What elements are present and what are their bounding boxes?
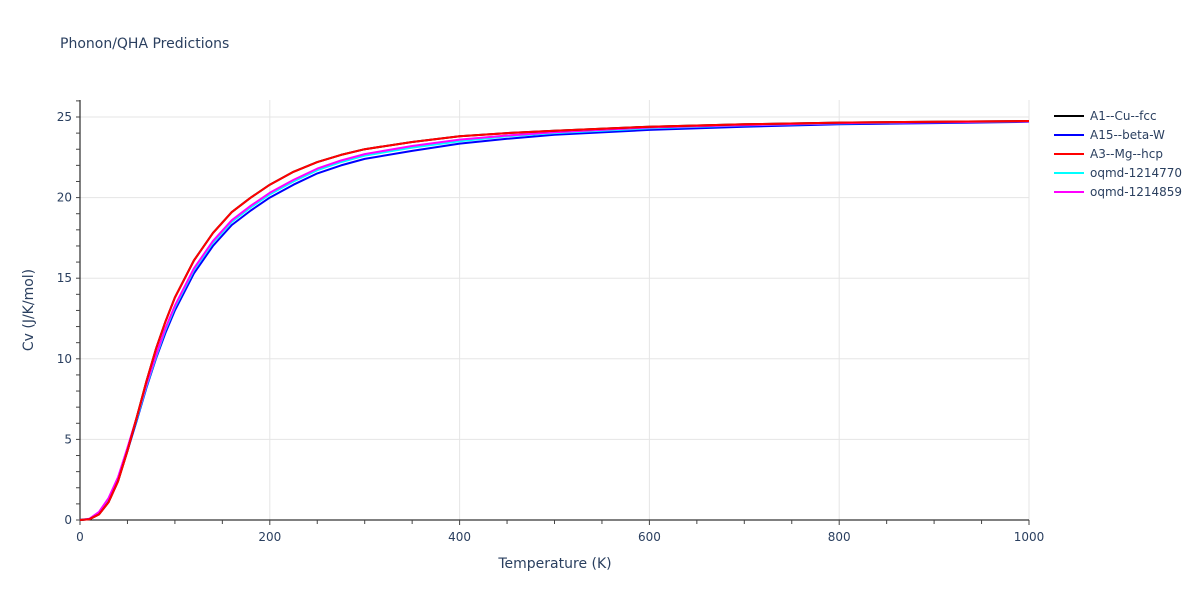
y-tick-label: 15	[57, 271, 72, 285]
grid-lines	[80, 100, 1030, 520]
x-tick-label: 0	[76, 530, 84, 544]
series-line-oqmd-1214770[interactable]	[79, 120, 1030, 521]
legend-line-icon	[1054, 190, 1084, 193]
legend-label: oqmd-1214859	[1090, 184, 1183, 199]
y-tick-label: 25	[57, 110, 72, 124]
legend-item[interactable]: A3--Mg--hcp	[1054, 144, 1182, 163]
legend: A1--Cu--fcc A15--beta-W A3--Mg--hcp oqmd-12…	[1054, 106, 1182, 201]
legend-label: A1--Cu--fcc	[1090, 108, 1157, 123]
legend-line-icon	[1054, 133, 1084, 136]
legend-item[interactable]: A1--Cu--fcc	[1054, 106, 1182, 125]
legend-label: A15--beta-W	[1090, 127, 1165, 142]
y-axis-title: Cv (J/K/mol)	[21, 269, 37, 351]
series-line-A1--Cu--fcc[interactable]	[79, 120, 1030, 521]
legend-item[interactable]: oqmd-1214859	[1054, 182, 1182, 201]
chart-title: Phonon/QHA Predictions	[60, 36, 230, 52]
legend-item[interactable]: oqmd-1214770	[1054, 163, 1182, 182]
x-tick-label: 200	[258, 530, 281, 544]
legend-label: A3--Mg--hcp	[1090, 146, 1163, 161]
legend-line-icon	[1054, 171, 1084, 174]
x-axis-title: Temperature (K)	[497, 556, 611, 572]
x-tick-label: 600	[638, 530, 661, 544]
axes: 0 200 400 600 800 1000 0 5 10 15 20 25	[57, 100, 1045, 544]
x-tick-label: 800	[828, 530, 851, 544]
legend-line-icon	[1054, 114, 1084, 117]
series-line-A3--Mg--hcp[interactable]	[79, 120, 1030, 521]
legend-item[interactable]: A15--beta-W	[1054, 125, 1182, 144]
series-line-oqmd-1214859[interactable]	[79, 120, 1030, 521]
legend-line-icon	[1054, 152, 1084, 155]
legend-label: oqmd-1214770	[1090, 165, 1183, 180]
x-tick-label: 400	[448, 530, 471, 544]
y-tick-label: 5	[64, 432, 72, 446]
y-tick-label: 20	[57, 191, 72, 205]
y-tick-label: 0	[64, 513, 72, 527]
series-line-A15--beta-W[interactable]	[79, 120, 1030, 521]
y-tick-label: 10	[57, 352, 72, 366]
data-lines	[79, 120, 1030, 521]
x-tick-label: 1000	[1014, 530, 1045, 544]
